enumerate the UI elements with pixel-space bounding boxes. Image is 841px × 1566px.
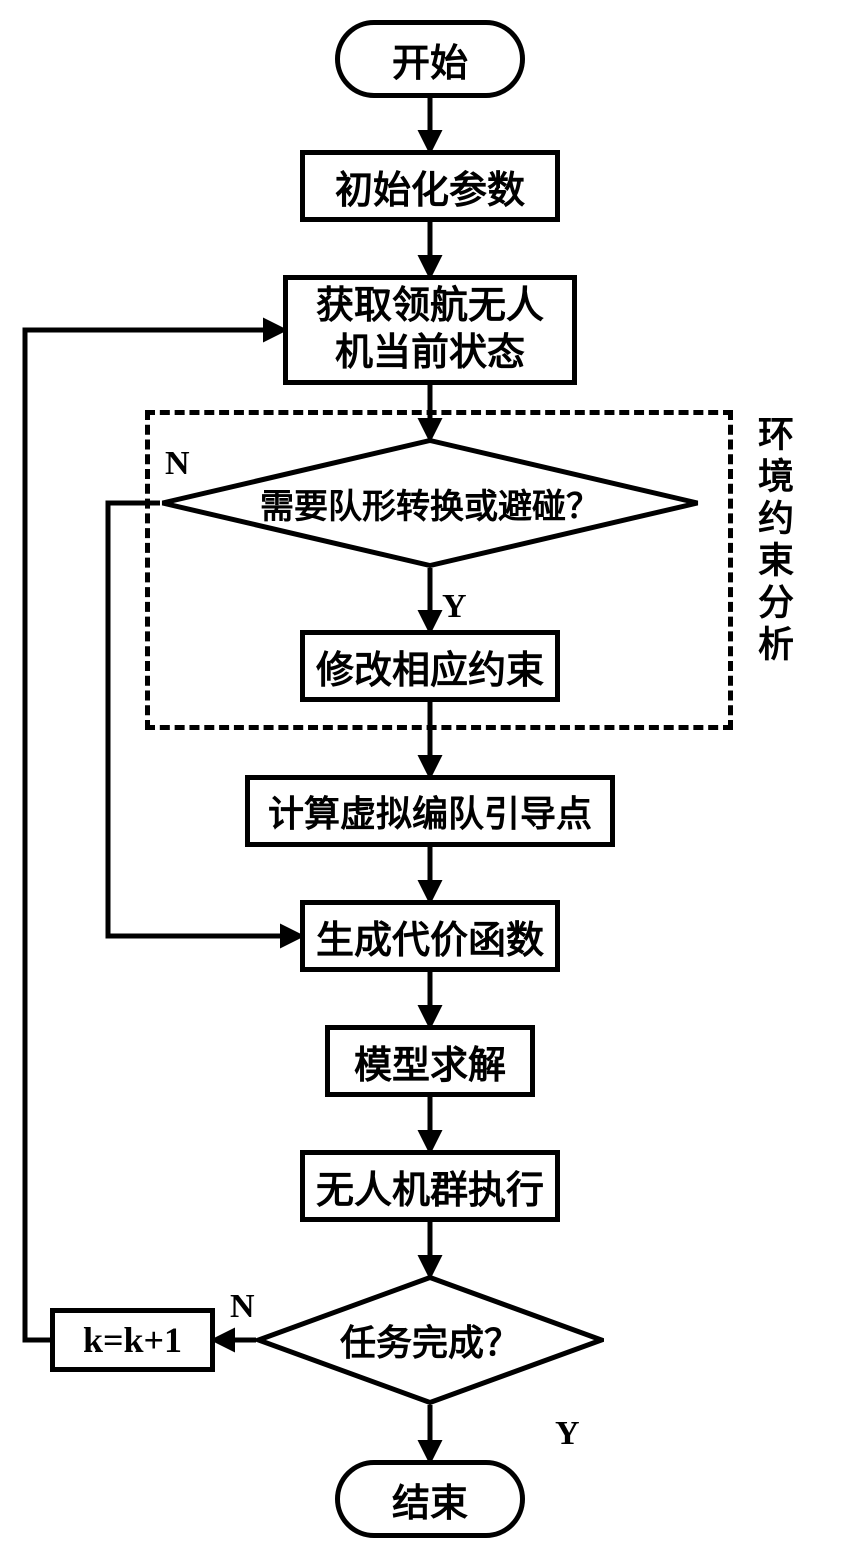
node-get-leader-state: 获取领航无人 机当前状态 [283,275,577,385]
edge-label-done-k_inc: N [230,1288,255,1326]
node-init-label: 初始化参数 [335,159,525,214]
edge-label-need_switch-gen_cost: N [165,445,190,483]
node-need-formation-switch: 需要队形转换或避碰？ [160,438,700,568]
node-end-label: 结束 [392,1472,468,1527]
node-generate-cost-fn: 生成代价函数 [300,900,560,972]
node-execute-label: 无人机群执行 [316,1159,544,1214]
node-gen-cost-label: 生成代价函数 [316,909,544,964]
node-task-done: 任务完成？ [256,1275,604,1405]
node-solve-label: 模型求解 [354,1034,506,1089]
flowchart-canvas: 环境约束分析 开始 初始化参数 获取领航无人 机当前状态 需要队形转换或避碰？ … [0,0,841,1566]
node-modify-constraint: 修改相应约束 [300,630,560,702]
node-k-increment: k=k+1 [50,1308,215,1372]
node-start-label: 开始 [392,32,468,87]
edge-label-done-end: Y [555,1415,580,1453]
edge-label-need_switch-modify: Y [442,588,467,626]
node-model-solve: 模型求解 [325,1025,535,1097]
node-get-state-label: 获取领航无人 机当前状态 [316,283,544,378]
node-k-inc-label: k=k+1 [83,1319,182,1361]
node-modify-label: 修改相应约束 [316,639,544,694]
node-calc-virtual-point: 计算虚拟编队引导点 [245,775,615,847]
node-start: 开始 [335,20,525,98]
node-init-params: 初始化参数 [300,150,560,222]
node-end: 结束 [335,1460,525,1538]
node-calc-vp-label: 计算虚拟编队引导点 [268,785,592,837]
node-swarm-execute: 无人机群执行 [300,1150,560,1222]
dashed-group-label: 环境约束分析 [747,415,799,667]
